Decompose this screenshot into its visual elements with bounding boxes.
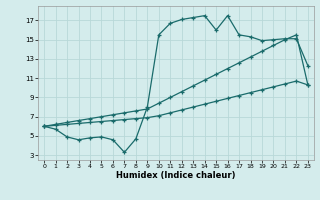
X-axis label: Humidex (Indice chaleur): Humidex (Indice chaleur) (116, 171, 236, 180)
